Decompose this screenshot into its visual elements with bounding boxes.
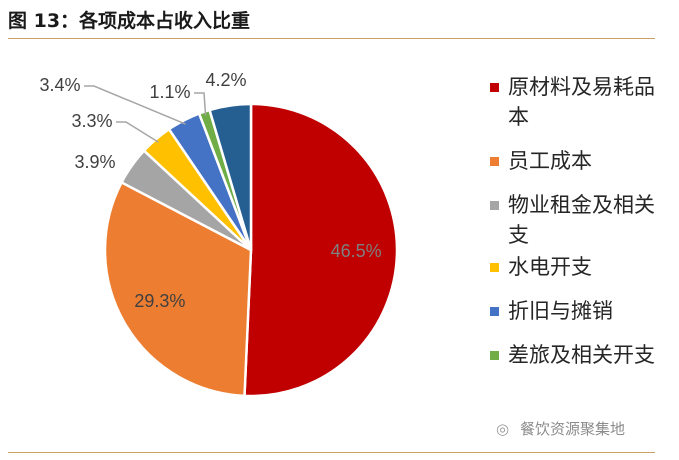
title-divider [8,38,655,39]
legend-swatch-4 [490,307,499,316]
data-label-6: 4.2% [205,70,246,90]
legend-label-4-0: 折旧与摊销 [508,299,613,323]
leader-line-4 [84,85,186,125]
data-label-5: 1.1% [149,82,190,102]
data-label-2: 3.9% [74,152,115,172]
legend-label-3-0: 水电开支 [508,255,592,279]
data-label-0: 46.5% [331,241,382,261]
legend-item-2: 物业租金及相关支 [490,190,679,250]
legend-swatch-3 [490,263,499,272]
legend-label-0-0: 原材料及易耗品 [508,75,655,99]
chart-legend: 原材料及易耗品本员工成本物业租金及相关支水电开支折旧与摊销差旅及相关开支 [490,72,679,370]
legend-swatch-0 [490,83,499,92]
pie-slice-1 [103,180,253,398]
legend-swatch-5 [490,351,499,360]
legend-label-5-0: 差旅及相关开支 [508,343,655,367]
data-label-4: 3.4% [39,75,80,95]
leader-line-5 [194,92,207,116]
leader-line-3 [116,121,159,143]
legend-item-0: 原材料及易耗品本 [490,72,679,132]
watermark-text: 餐饮资源聚集地 [520,420,626,438]
legend-label-2-1: 支 [508,223,529,247]
legend-label-2-0: 物业租金及相关 [508,193,655,217]
wechat-icon: ◎ [496,420,510,438]
data-label-1: 29.3% [134,291,185,311]
legend-swatch-1 [490,157,499,166]
legend-label-1-0: 员工成本 [508,149,592,173]
bottom-divider [8,452,655,453]
legend-label-0-1: 本 [508,105,529,129]
data-label-3: 3.3% [71,111,112,131]
legend-item-1: 员工成本 [490,146,679,176]
pie-slice-6 [208,102,253,251]
legend-item-3: 水电开支 [490,252,679,282]
legend-item-5: 差旅及相关开支 [490,340,679,370]
chart-title: 图 13：各项成本占收入比重 [8,10,251,32]
legend-swatch-2 [490,201,499,210]
legend-item-4: 折旧与摊销 [490,296,679,326]
pie-slice-0 [243,102,399,398]
